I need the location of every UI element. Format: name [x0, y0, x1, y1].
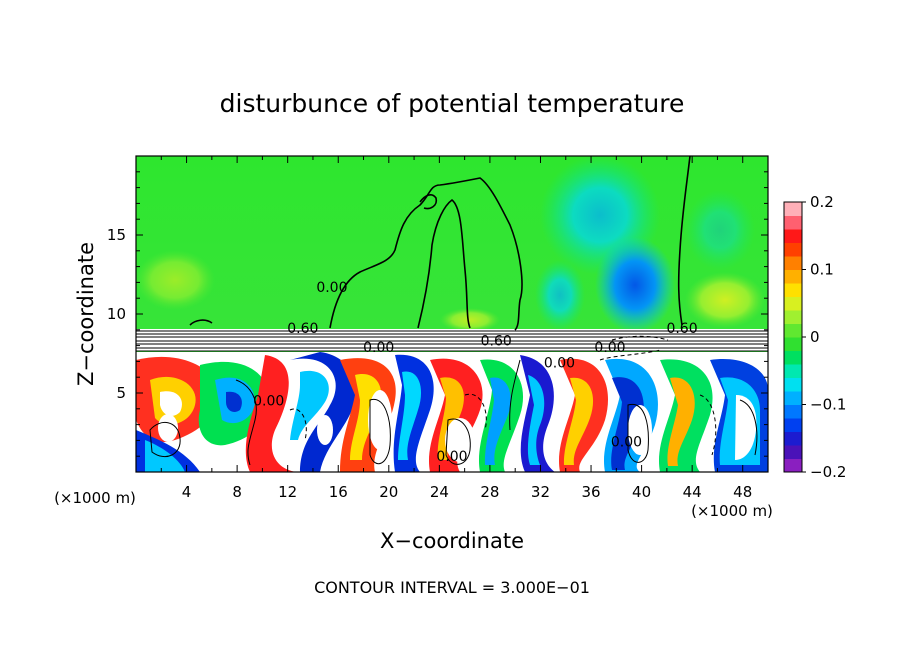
- colorbar-swatch: [784, 323, 802, 338]
- warm-patch: [685, 272, 765, 328]
- colorbar: [783, 201, 803, 473]
- y-axis-label: Z−coordinate: [74, 242, 98, 386]
- colorbar-swatch: [784, 296, 802, 311]
- colorbar-swatch: [784, 418, 802, 432]
- warm-patch: [136, 250, 215, 310]
- colorbar-swatch: [784, 229, 802, 243]
- cool-patch: [535, 260, 585, 330]
- colorbar-swatch: [784, 377, 802, 392]
- colorbar-tick-label: 0.1: [810, 261, 834, 279]
- colorbar-swatch: [784, 337, 802, 351]
- colorbar-swatch: [784, 458, 802, 473]
- colorbar-swatch: [784, 404, 802, 419]
- x-tick-label: 24: [430, 483, 449, 501]
- x-tick-label: 20: [379, 483, 398, 501]
- colorbar-swatch: [784, 310, 802, 324]
- x-tick-label: 44: [683, 483, 702, 501]
- colorbar-tick-label: −0.1: [810, 396, 846, 414]
- y-tick-label: 5: [116, 384, 126, 402]
- y-tick-label: 15: [107, 226, 126, 244]
- contour-label: 0.00: [436, 449, 467, 465]
- x-tick-label: 40: [632, 483, 651, 501]
- contour-label: 0.00: [611, 435, 642, 451]
- x-tick-label: 4: [182, 483, 192, 501]
- colorbar-swatch: [784, 215, 802, 230]
- cold-core: [595, 237, 675, 333]
- contour-label: 0.60: [287, 321, 318, 337]
- contour-label: 0.00: [363, 340, 394, 356]
- colorbar-swatch: [784, 431, 802, 446]
- colorbar-swatch: [784, 256, 802, 270]
- colorbar-swatch: [784, 202, 802, 216]
- x-tick-label: 48: [733, 483, 752, 501]
- contour-label: 0.00: [253, 394, 284, 410]
- warm-patch: [440, 308, 500, 332]
- colorbar-swatch: [784, 269, 802, 284]
- x-tick-label: 16: [329, 483, 348, 501]
- white-cores: [158, 390, 652, 462]
- colorbar-ticks: 0.2 0.1 0 −0.1 −0.2: [802, 193, 846, 481]
- x-unit-left: (×1000 m): [54, 489, 136, 507]
- colorbar-swatch: [784, 283, 802, 297]
- colorbar-swatch: [784, 445, 802, 459]
- contour-label: 0.00: [316, 280, 347, 296]
- y-axis: 5 10 15: [107, 171, 768, 457]
- colorbar-swatch: [784, 364, 802, 378]
- chart-title: disturbunce of potential temperature: [220, 89, 685, 118]
- upper-contours: [189, 156, 691, 331]
- contour-labels: 0.00 0.60 0.00 0.60 0.00 0.00 0.60 0.00 0.00 0.00: [253, 280, 697, 465]
- contour-label: 0.00: [594, 340, 625, 356]
- cool-patch: [685, 190, 755, 270]
- colorbar-tick-label: 0.2: [810, 193, 834, 211]
- contour-interval: CONTOUR INTERVAL = 3.000E−01: [314, 578, 590, 597]
- x-tick-label: 8: [232, 483, 242, 501]
- x-tick-label: 36: [581, 483, 600, 501]
- colorbar-swatch: [784, 391, 802, 405]
- colorbar-swatch: [784, 242, 802, 257]
- field: 0.00 0.60 0.00 0.60 0.00 0.00 0.60 0.00 0.00 0.00: [136, 156, 768, 472]
- x-tick-label: 12: [278, 483, 297, 501]
- dashed-contours: [289, 335, 717, 456]
- lower-contours: [149, 359, 758, 466]
- x-tick-label: 32: [531, 483, 550, 501]
- x-unit-right: (×1000 m): [691, 502, 773, 520]
- contour-label: 0.60: [666, 321, 697, 337]
- x-axis: 4 8 12 16 20 24 28 32 36 40 44 48: [160, 156, 752, 501]
- y-tick-label: 10: [107, 305, 126, 323]
- colorbar-tick-label: 0: [810, 328, 820, 346]
- colorbar-tick-label: −0.2: [810, 463, 846, 481]
- x-tick-label: 28: [480, 483, 499, 501]
- contour-label: 0.00: [544, 356, 575, 372]
- contour-label: 0.60: [481, 334, 512, 350]
- colorbar-swatch: [784, 350, 802, 365]
- x-axis-label: X−coordinate: [380, 529, 524, 553]
- band-contours: [136, 330, 768, 352]
